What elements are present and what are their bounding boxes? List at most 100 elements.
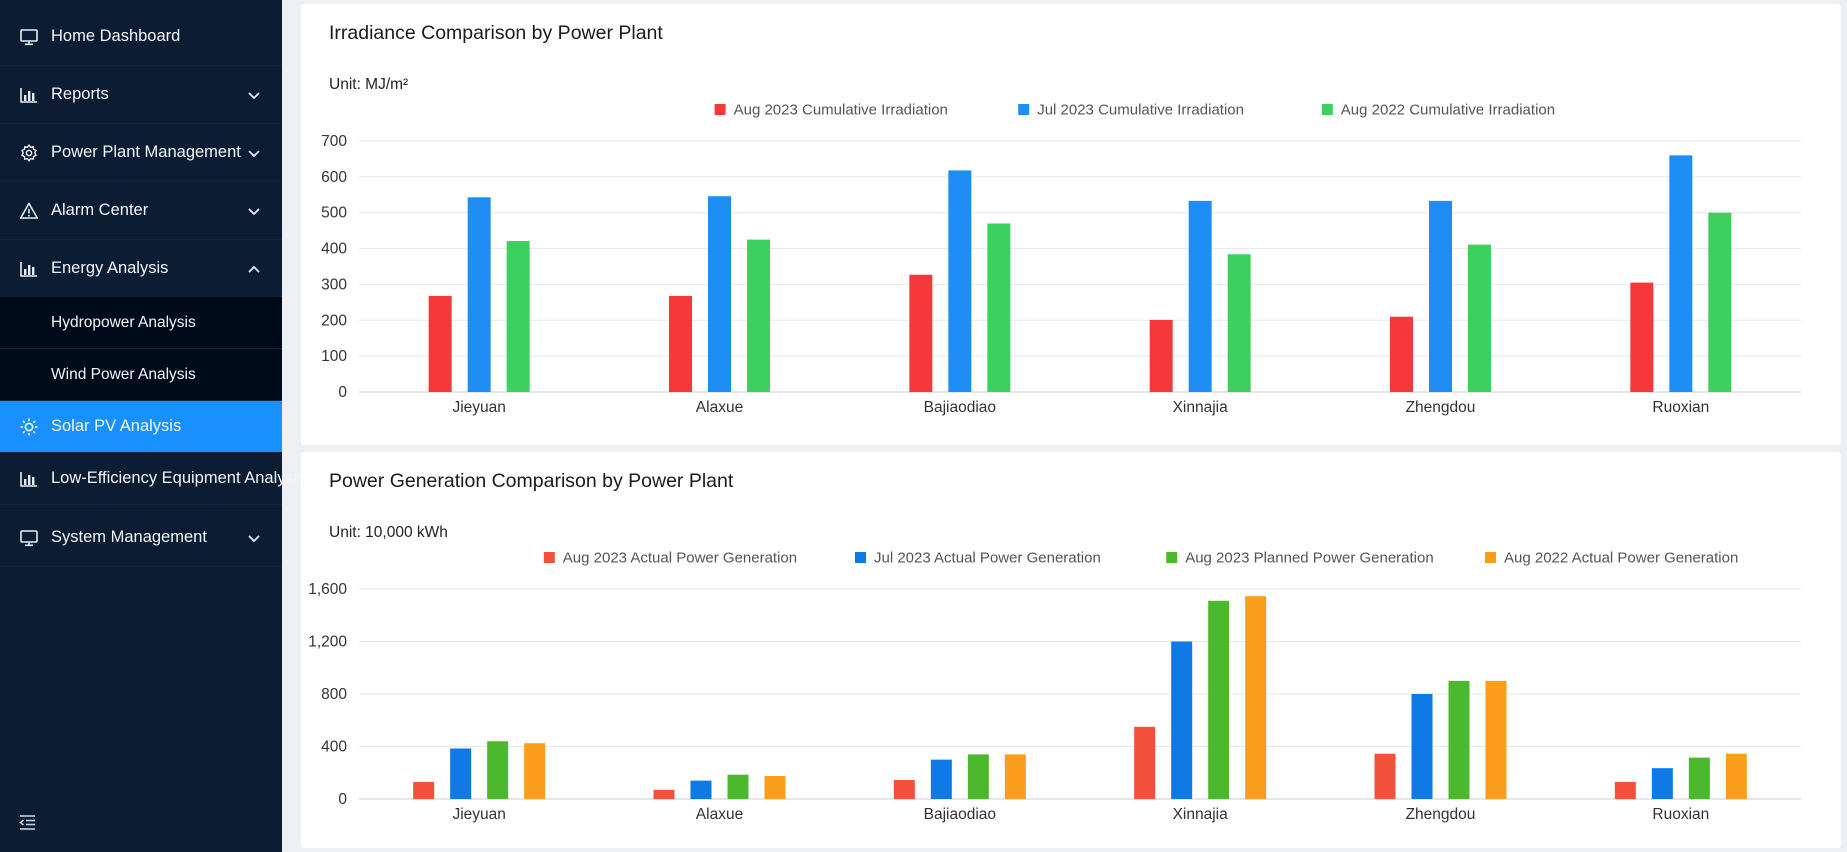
bar[interactable] bbox=[413, 781, 435, 799]
chevron-down-icon[interactable] bbox=[246, 530, 262, 546]
sidebar-item-low-efficiency-equipment-analysis[interactable]: Low-Efficiency Equipment Analysis bbox=[0, 453, 306, 505]
sidebar-item-label: Energy Analysis bbox=[51, 259, 169, 277]
bar[interactable] bbox=[1411, 694, 1433, 799]
bar[interactable] bbox=[1245, 596, 1267, 799]
bar[interactable] bbox=[967, 754, 989, 799]
bar[interactable] bbox=[930, 759, 952, 799]
x-tick-label: Bajiaodiao bbox=[924, 806, 996, 823]
sidebar-item-solar-pv-analysis[interactable]: Solar PV Analysis bbox=[0, 401, 282, 453]
bar[interactable] bbox=[690, 780, 712, 799]
legend-swatch[interactable] bbox=[1018, 104, 1030, 115]
legend-swatch[interactable] bbox=[855, 552, 866, 563]
generation-panel: Power Generation Comparison by Power Pla… bbox=[301, 452, 1841, 848]
bar[interactable] bbox=[1468, 244, 1491, 392]
bar[interactable] bbox=[1374, 753, 1396, 799]
sidebar-item-energy-analysis[interactable]: Energy Analysis bbox=[0, 240, 282, 298]
bar[interactable] bbox=[1188, 200, 1212, 392]
bar[interactable] bbox=[764, 776, 786, 799]
menu-fold-icon[interactable] bbox=[18, 812, 38, 832]
legend-swatch[interactable] bbox=[714, 104, 726, 115]
sidebar-item-label: Alarm Center bbox=[51, 201, 149, 219]
legend-label[interactable]: Aug 2023 Actual Power Generation bbox=[563, 550, 797, 567]
bar-chart-icon bbox=[18, 84, 40, 106]
y-tick-label: 500 bbox=[321, 205, 347, 222]
bar[interactable] bbox=[487, 741, 509, 799]
legend-swatch[interactable] bbox=[1485, 552, 1496, 563]
sidebar-item-label: Hydropower Analysis bbox=[51, 313, 196, 331]
sidebar-item-label: System Management bbox=[51, 528, 207, 546]
x-tick-label: Ruoxian bbox=[1652, 399, 1709, 416]
legend-label[interactable]: Jul 2023 Cumulative Irradiation bbox=[1037, 102, 1244, 119]
sidebar-item-system-management[interactable]: System Management bbox=[0, 509, 282, 567]
bar-chart-icon bbox=[18, 468, 40, 490]
bar[interactable] bbox=[1208, 600, 1230, 799]
chevron-up-icon[interactable] bbox=[246, 261, 262, 277]
bar[interactable] bbox=[450, 748, 472, 799]
chevron-down-icon[interactable] bbox=[246, 87, 262, 103]
bar[interactable] bbox=[1227, 254, 1251, 392]
gear-icon bbox=[18, 142, 40, 164]
bar[interactable] bbox=[1630, 282, 1654, 392]
bar[interactable] bbox=[669, 295, 692, 392]
irradiance-unit: Unit: MJ/m² bbox=[329, 76, 409, 93]
x-tick-label: Alaxue bbox=[696, 806, 743, 823]
legend-swatch[interactable] bbox=[1166, 552, 1178, 563]
bar[interactable] bbox=[909, 274, 933, 392]
bar[interactable] bbox=[987, 223, 1011, 392]
bar[interactable] bbox=[1688, 757, 1710, 799]
x-tick-label: Jieyuan bbox=[452, 806, 505, 823]
legend-label[interactable]: Aug 2023 Planned Power Generation bbox=[1185, 550, 1434, 567]
bar[interactable] bbox=[506, 241, 530, 392]
legend-label[interactable]: Jul 2023 Actual Power Generation bbox=[874, 550, 1101, 567]
bar[interactable] bbox=[1429, 200, 1452, 392]
bar[interactable] bbox=[1708, 212, 1732, 392]
warning-icon bbox=[18, 200, 40, 222]
bar[interactable] bbox=[1448, 680, 1470, 799]
generation-unit: Unit: 10,000 kWh bbox=[329, 524, 448, 541]
sidebar-item-power-plant-management[interactable]: Power Plant Management bbox=[0, 124, 282, 182]
sun-icon bbox=[18, 416, 40, 438]
bar[interactable] bbox=[948, 170, 972, 392]
y-tick-label: 700 bbox=[321, 133, 347, 150]
bar[interactable] bbox=[524, 743, 546, 799]
bar[interactable] bbox=[1669, 155, 1693, 392]
bar[interactable] bbox=[1171, 641, 1193, 800]
bar[interactable] bbox=[893, 779, 915, 799]
y-tick-label: 1,600 bbox=[308, 581, 347, 598]
x-tick-label: Alaxue bbox=[696, 399, 743, 416]
bar[interactable] bbox=[1651, 768, 1673, 799]
sidebar-item-alarm-center[interactable]: Alarm Center bbox=[0, 182, 282, 240]
bar[interactable] bbox=[1004, 754, 1026, 799]
monitor-icon bbox=[18, 26, 40, 48]
chevron-down-icon[interactable] bbox=[246, 203, 262, 219]
legend-label[interactable]: Aug 2022 Actual Power Generation bbox=[1504, 550, 1738, 567]
legend-swatch[interactable] bbox=[543, 552, 555, 563]
bar[interactable] bbox=[653, 789, 675, 799]
x-tick-label: Xinnajia bbox=[1173, 806, 1229, 823]
bar[interactable] bbox=[727, 774, 749, 799]
sidebar-item-wind-power-analysis[interactable]: Wind Power Analysis bbox=[0, 349, 282, 401]
legend-label[interactable]: Aug 2022 Cumulative Irradiation bbox=[1341, 102, 1555, 119]
irradiance-panel: Irradiance Comparison by Power Plant Uni… bbox=[301, 4, 1841, 445]
sidebar-item-label: Wind Power Analysis bbox=[51, 365, 196, 383]
legend-label[interactable]: Aug 2023 Cumulative Irradiation bbox=[734, 102, 948, 119]
bar[interactable] bbox=[1725, 753, 1747, 799]
bar[interactable] bbox=[1134, 726, 1156, 799]
monitor-icon bbox=[18, 527, 40, 549]
bar[interactable] bbox=[467, 197, 491, 392]
sidebar-item-hydropower-analysis[interactable]: Hydropower Analysis bbox=[0, 297, 282, 349]
bar[interactable] bbox=[428, 295, 452, 392]
bar[interactable] bbox=[708, 196, 731, 392]
legend-swatch[interactable] bbox=[1321, 104, 1333, 115]
generation-chart: 0 400 800 1,200 1,600 Jieyuan Alaxue Bajiaodiao… bbox=[308, 550, 1801, 823]
bar[interactable] bbox=[1485, 680, 1507, 799]
bar[interactable] bbox=[747, 239, 770, 392]
y-tick-label: 300 bbox=[321, 276, 347, 293]
sidebar-item-label: Solar PV Analysis bbox=[51, 417, 182, 435]
chevron-down-icon[interactable] bbox=[246, 145, 262, 161]
sidebar-item-reports[interactable]: Reports bbox=[0, 66, 282, 124]
bar[interactable] bbox=[1390, 316, 1413, 392]
bar[interactable] bbox=[1614, 781, 1636, 799]
sidebar-item-home-dashboard[interactable]: Home Dashboard bbox=[0, 8, 282, 66]
bar[interactable] bbox=[1149, 319, 1173, 392]
